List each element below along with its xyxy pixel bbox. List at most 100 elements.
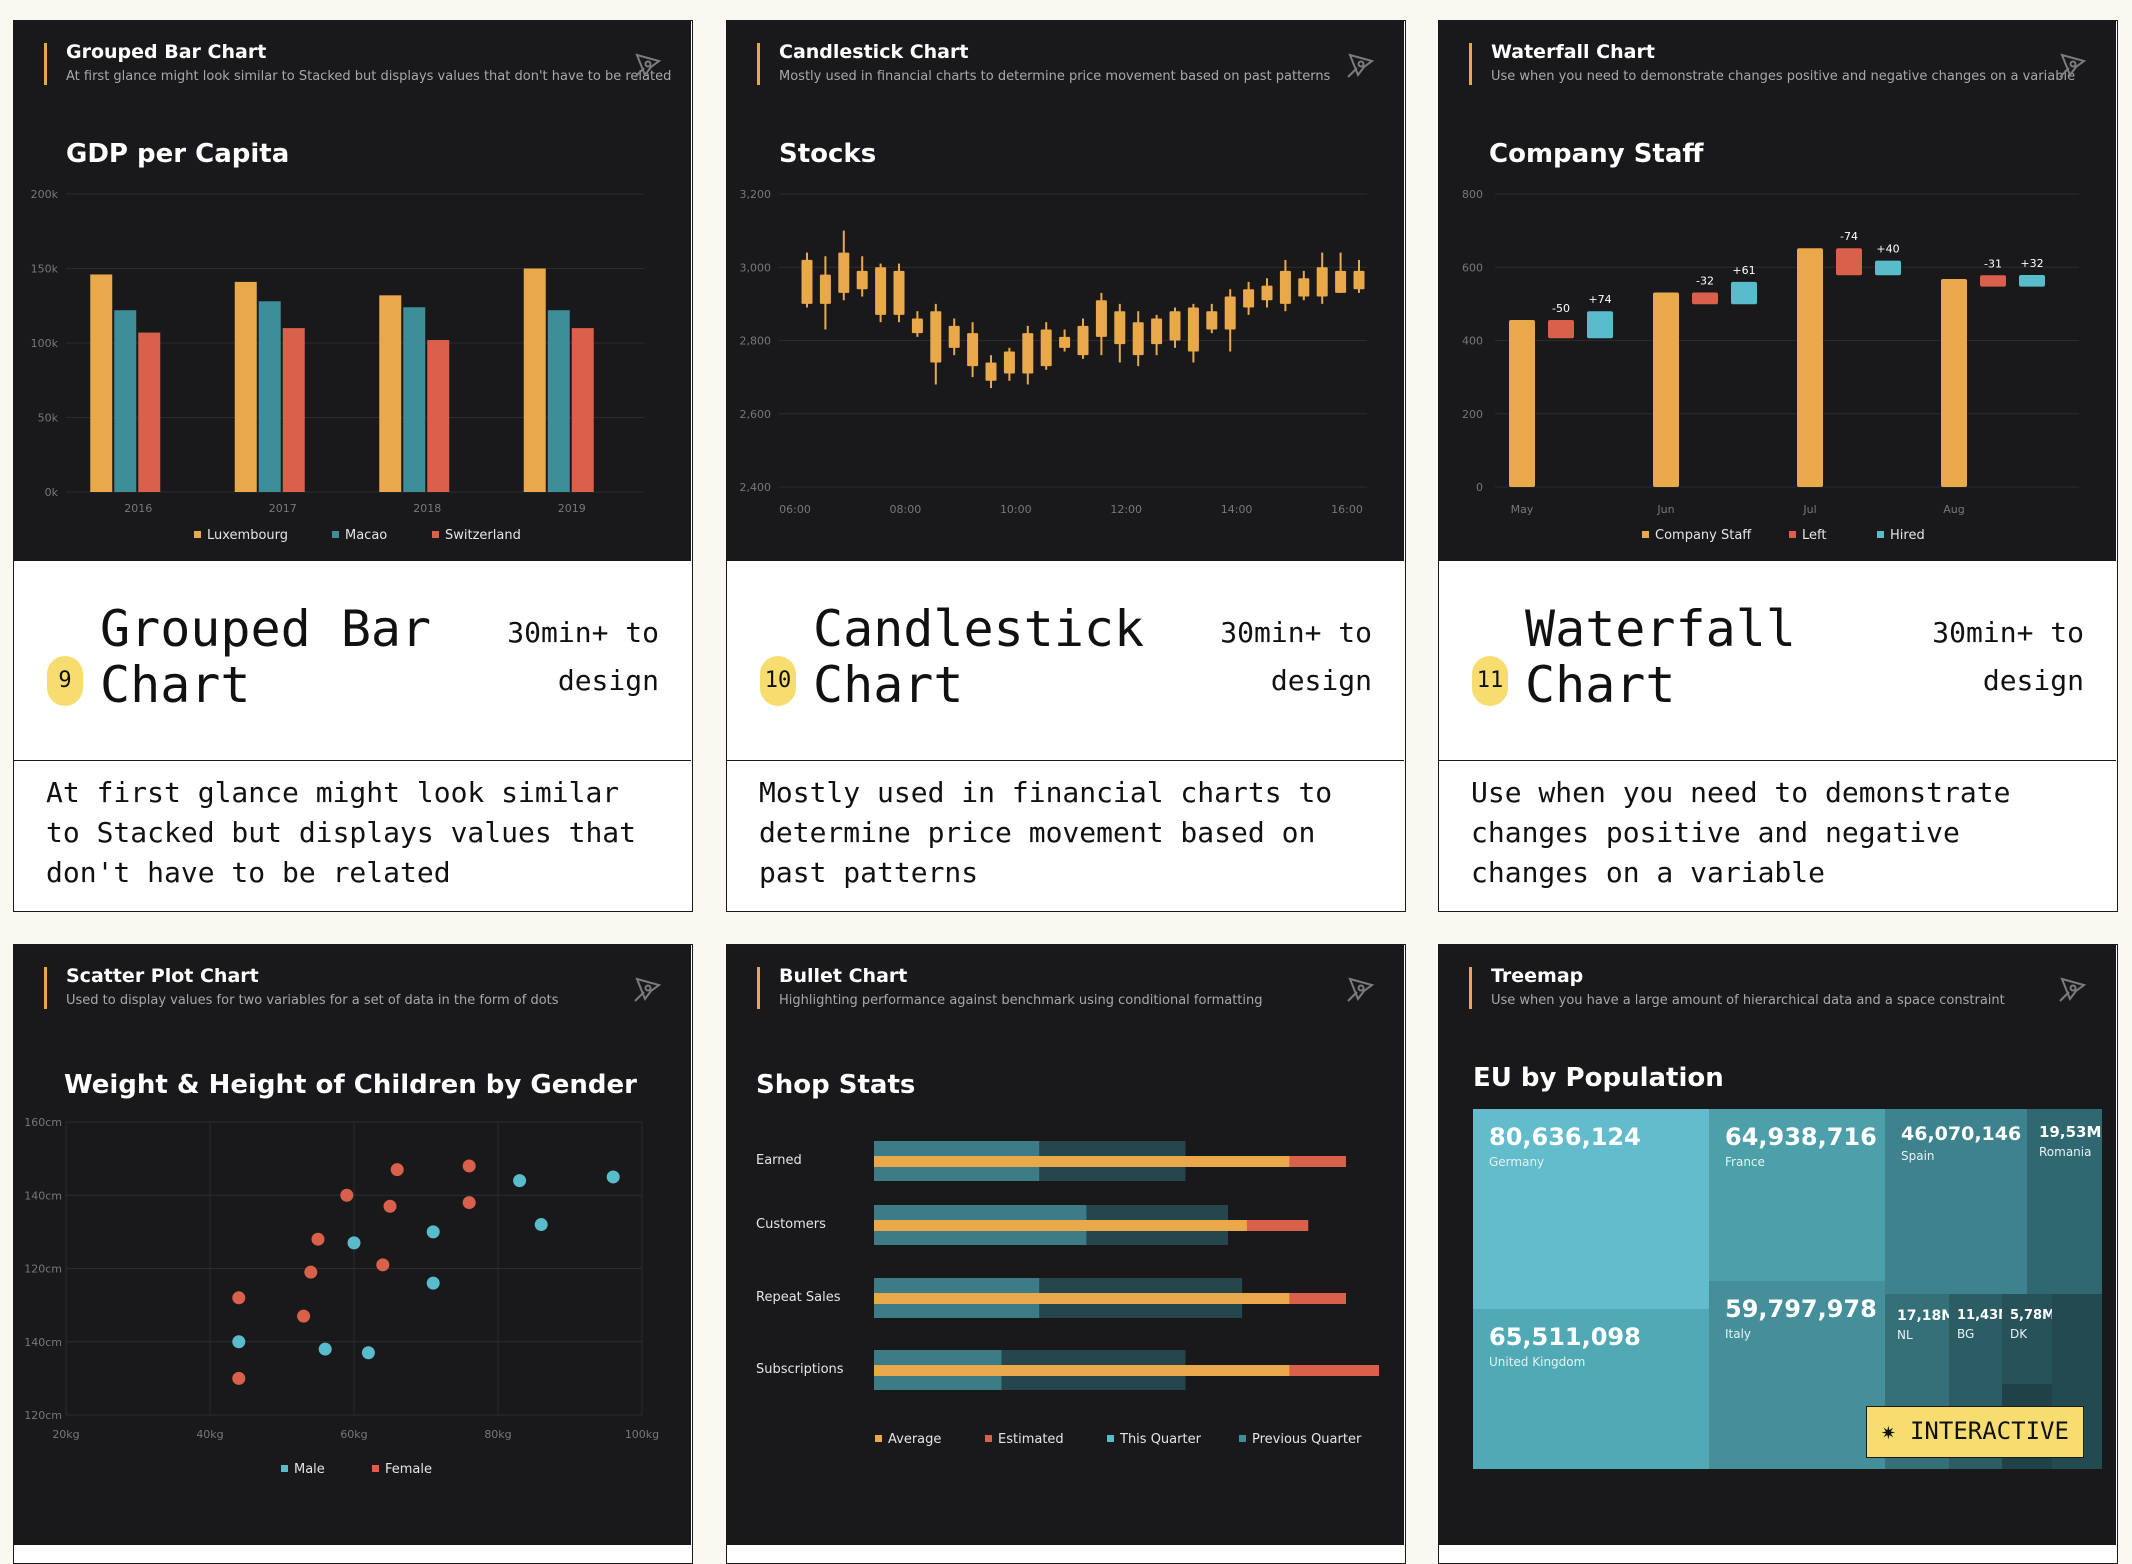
card-number-badge: 11 (1472, 656, 1508, 706)
pen-tool-icon[interactable] (631, 47, 665, 81)
chart-title: GDP per Capita (66, 139, 290, 169)
data-label: -31 (1984, 257, 2002, 270)
card-number-badge: 10 (760, 656, 796, 706)
x-tick-label: 80kg (484, 1428, 511, 1441)
bar (258, 301, 281, 492)
y-tick-label: 2,800 (740, 335, 772, 348)
pen-tool-icon[interactable] (631, 971, 665, 1005)
row-label: Repeat Sales (756, 1290, 841, 1305)
x-tick-label: 12:00 (1110, 503, 1142, 516)
treemap-cell-romania[interactable]: 19,53M Romania (2027, 1109, 2102, 1294)
legend-label: Left (1802, 528, 1826, 543)
treemap-cell-united-kingdom[interactable]: 65,511,098 United Kingdom (1473, 1309, 1709, 1469)
scatter-point (426, 1276, 440, 1290)
treemap-cell-germany[interactable]: 80,636,124 Germany (1473, 1109, 1709, 1309)
chart-card-treemap[interactable]: Treemap Use when you have a large amount… (1438, 944, 2118, 1564)
preview-header-subtitle: Use when you need to demonstrate changes… (1491, 69, 2076, 84)
pen-tool-icon[interactable] (2056, 47, 2090, 81)
scatter-point (232, 1371, 246, 1385)
waterfall-bar (1875, 260, 1901, 276)
card-name: Grouped Bar Chart (100, 600, 432, 714)
y-tick-label: 3,200 (740, 188, 772, 201)
data-label: +40 (1876, 243, 1899, 256)
candle-body (801, 259, 813, 304)
chart-preview: Treemap Use when you have a large amount… (1439, 945, 2116, 1545)
treemap-cell-spain[interactable]: 46,070,146 Spain (1885, 1109, 2027, 1294)
bar (138, 332, 161, 492)
x-tick-label: 06:00 (779, 503, 811, 516)
pen-tool-icon[interactable] (2056, 971, 2090, 1005)
chart-preview: Grouped Bar Chart At first glance might … (14, 21, 691, 561)
chart-card-grouped-bar[interactable]: Grouped Bar Chart At first glance might … (13, 20, 693, 912)
x-tick-label: Aug (1943, 503, 1964, 516)
design-time: 30min+ to design (507, 616, 659, 697)
header-accent (1469, 43, 1472, 85)
card-info: 11 Waterfall Chart 30min+ to design (1439, 561, 2116, 761)
interactive-label: INTERACTIVE (1909, 1417, 2069, 1445)
waterfall-bar (1509, 319, 1535, 487)
waterfall-bar (1941, 278, 1967, 487)
x-tick-label: 2016 (124, 502, 152, 515)
legend-swatch (372, 1465, 379, 1472)
x-tick-label: May (1511, 503, 1534, 516)
data-label: -32 (1696, 275, 1714, 288)
bar (547, 310, 570, 492)
legend-label: This Quarter (1119, 1432, 1202, 1447)
legend-label: Company Staff (1655, 528, 1752, 543)
header-accent (44, 967, 47, 1009)
scatter-point (347, 1236, 361, 1250)
scatter-chart: 120cm 140cm 120cm 140cm 160cm 20kg 40kg 60kg 80k… (24, 1116, 659, 1477)
bar (403, 307, 426, 492)
legend-swatch (1642, 531, 1649, 538)
legend-label: Female (385, 1462, 432, 1477)
candle-body (967, 333, 979, 367)
bar (114, 310, 137, 492)
chart-card-candlestick[interactable]: Candlestick Chart Mostly used in financi… (726, 20, 1406, 912)
candle-body (1022, 333, 1034, 374)
chart-card-waterfall[interactable]: Waterfall Chart Use when you need to dem… (1438, 20, 2118, 912)
candle-body (911, 318, 923, 334)
x-tick-label: 2018 (413, 502, 441, 515)
card-info: 9 Grouped Bar Chart 30min+ to design (14, 561, 691, 761)
y-tick-label: 800 (1462, 188, 1483, 201)
scatter-point (232, 1335, 246, 1349)
y-tick-label: 140cm (24, 1189, 62, 1202)
card-description: Mostly used in financial charts to deter… (759, 776, 1333, 889)
data-label: +74 (1588, 293, 1611, 306)
chart-card-bullet[interactable]: Bullet Chart Highlighting performance ag… (726, 944, 1406, 1564)
candle-body (1132, 322, 1144, 356)
preview-header-title: Grouped Bar Chart (66, 41, 267, 63)
scatter-point (462, 1159, 476, 1173)
scatter-point (376, 1258, 390, 1272)
waterfall-bar (1548, 319, 1574, 339)
treemap-cell-dk[interactable]: 5,78M DK (2002, 1294, 2052, 1384)
candle-body (1077, 325, 1089, 356)
chart-preview: Scatter Plot Chart Used to display value… (14, 945, 691, 1545)
x-tick-label: Jun (1656, 503, 1674, 516)
design-time: 30min+ to design (1932, 616, 2084, 697)
pen-tool-icon[interactable] (1344, 971, 1378, 1005)
legend-label: Previous Quarter (1252, 1432, 1362, 1447)
preview-header-subtitle: Used to display values for two variables… (66, 993, 559, 1008)
candle-body (893, 270, 905, 315)
y-tick-label: 150k (31, 263, 59, 276)
treemap-cell-france[interactable]: 64,938,716 France (1709, 1109, 1885, 1281)
y-tick-label: 50k (38, 412, 59, 425)
legend-label: Luxembourg (207, 528, 288, 543)
preview-header-subtitle: Highlighting performance against benchma… (779, 993, 1263, 1008)
candle-body (985, 362, 997, 381)
candle-body (1003, 351, 1015, 374)
treemap-cell-italy[interactable]: 59,797,978 Italy (1709, 1281, 1885, 1469)
legend-label: Macao (345, 528, 387, 543)
header-accent (757, 43, 760, 85)
interactive-badge[interactable]: ✷ INTERACTIVE (1866, 1406, 2084, 1458)
legend-swatch (1239, 1435, 1246, 1442)
card-name: Candlestick Chart (813, 600, 1145, 714)
chart-preview: Candlestick Chart Mostly used in financi… (727, 21, 1404, 561)
pen-tool-icon[interactable] (1344, 47, 1378, 81)
chart-card-scatter[interactable]: Scatter Plot Chart Used to display value… (13, 944, 693, 1564)
waterfall-bar (1731, 281, 1757, 305)
header-accent (757, 967, 760, 1009)
bar-average (874, 1365, 1290, 1376)
data-label: -74 (1840, 230, 1858, 243)
